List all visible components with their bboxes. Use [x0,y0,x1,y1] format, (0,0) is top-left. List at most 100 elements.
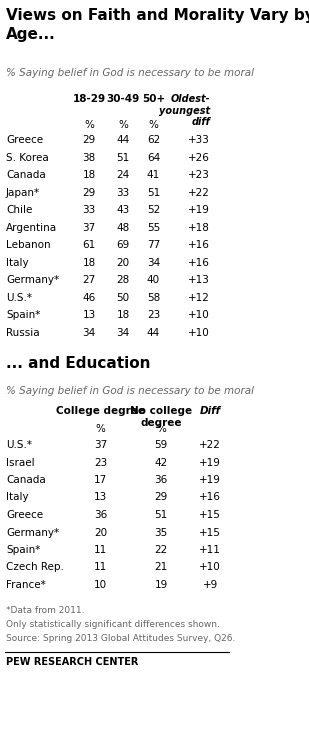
Text: +19: +19 [188,205,210,215]
Text: 23: 23 [147,310,160,320]
Text: 46: 46 [83,292,96,302]
Text: 17: 17 [94,475,107,485]
Text: 19: 19 [154,580,167,590]
Text: 43: 43 [116,205,130,215]
Text: 40: 40 [147,275,160,285]
Text: U.S.*: U.S.* [6,440,32,450]
Text: Only statistically significant differences shown.: Only statistically significant differenc… [6,620,220,629]
Text: 20: 20 [116,257,130,268]
Text: %: % [156,424,166,434]
Text: 44: 44 [147,328,160,337]
Text: 18: 18 [116,310,130,320]
Text: Japan*: Japan* [6,188,40,197]
Text: 22: 22 [154,545,167,555]
Text: 52: 52 [147,205,160,215]
Text: 62: 62 [147,135,160,145]
Text: +10: +10 [188,328,210,337]
Text: %: % [84,120,94,130]
Text: 64: 64 [147,153,160,162]
Text: Greece: Greece [6,135,43,145]
Text: 41: 41 [147,170,160,180]
Text: 18-29: 18-29 [73,94,106,104]
Text: 33: 33 [83,205,96,215]
Text: +16: +16 [199,492,221,503]
Text: U.S.*: U.S.* [6,292,32,302]
Text: 13: 13 [83,310,96,320]
Text: 18: 18 [83,257,96,268]
Text: 11: 11 [94,562,107,572]
Text: +10: +10 [199,562,221,572]
Text: PEW RESEARCH CENTER: PEW RESEARCH CENTER [6,657,138,667]
Text: %: % [95,424,105,434]
Text: 59: 59 [154,440,167,450]
Text: College degree: College degree [56,406,145,416]
Text: 23: 23 [94,458,107,468]
Text: 21: 21 [154,562,167,572]
Text: 35: 35 [154,527,167,538]
Text: Source: Spring 2013 Global Attitudes Survey, Q26.: Source: Spring 2013 Global Attitudes Sur… [6,634,235,643]
Text: 36: 36 [94,510,107,520]
Text: 34: 34 [147,257,160,268]
Text: +19: +19 [199,458,221,468]
Text: 77: 77 [147,240,160,250]
Text: Chile: Chile [6,205,32,215]
Text: ... and Education: ... and Education [6,356,150,371]
Text: France*: France* [6,580,46,590]
Text: +22: +22 [188,188,210,197]
Text: Lebanon: Lebanon [6,240,51,250]
Text: 34: 34 [83,328,96,337]
Text: +16: +16 [188,257,210,268]
Text: 13: 13 [94,492,107,503]
Text: 55: 55 [147,222,160,233]
Text: *Data from 2011.: *Data from 2011. [6,606,85,615]
Text: +9: +9 [202,580,218,590]
Text: Greece: Greece [6,510,43,520]
Text: Oldest-
youngest
diff: Oldest- youngest diff [159,94,210,127]
Text: 69: 69 [116,240,130,250]
Text: 34: 34 [116,328,130,337]
Text: Views on Faith and Morality Vary by
Age...: Views on Faith and Morality Vary by Age.… [6,8,309,42]
Text: 29: 29 [83,135,96,145]
Text: +16: +16 [188,240,210,250]
Text: 11: 11 [94,545,107,555]
Text: % Saying belief in God is necessary to be moral: % Saying belief in God is necessary to b… [6,68,254,78]
Text: +15: +15 [199,510,221,520]
Text: 28: 28 [116,275,130,285]
Text: 30-49: 30-49 [107,94,140,104]
Text: Israel: Israel [6,458,35,468]
Text: %: % [149,120,158,130]
Text: Italy: Italy [6,257,29,268]
Text: Russia: Russia [6,328,40,337]
Text: 48: 48 [116,222,130,233]
Text: +11: +11 [199,545,221,555]
Text: 33: 33 [116,188,130,197]
Text: 18: 18 [83,170,96,180]
Text: 38: 38 [83,153,96,162]
Text: +10: +10 [188,310,210,320]
Text: 58: 58 [147,292,160,302]
Text: 37: 37 [94,440,107,450]
Text: 37: 37 [83,222,96,233]
Text: +23: +23 [188,170,210,180]
Text: +13: +13 [188,275,210,285]
Text: +12: +12 [188,292,210,302]
Text: 36: 36 [154,475,167,485]
Text: Spain*: Spain* [6,545,40,555]
Text: Argentina: Argentina [6,222,57,233]
Text: 51: 51 [147,188,160,197]
Text: No college
degree: No college degree [130,406,192,428]
Text: 44: 44 [116,135,130,145]
Text: Czech Rep.: Czech Rep. [6,562,64,572]
Text: +26: +26 [188,153,210,162]
Text: 20: 20 [94,527,107,538]
Text: 29: 29 [83,188,96,197]
Text: Canada: Canada [6,170,46,180]
Text: +15: +15 [199,527,221,538]
Text: Diff: Diff [200,406,221,416]
Text: Italy: Italy [6,492,29,503]
Text: 10: 10 [94,580,107,590]
Text: Canada: Canada [6,475,46,485]
Text: +33: +33 [188,135,210,145]
Text: %: % [118,120,128,130]
Text: 51: 51 [116,153,130,162]
